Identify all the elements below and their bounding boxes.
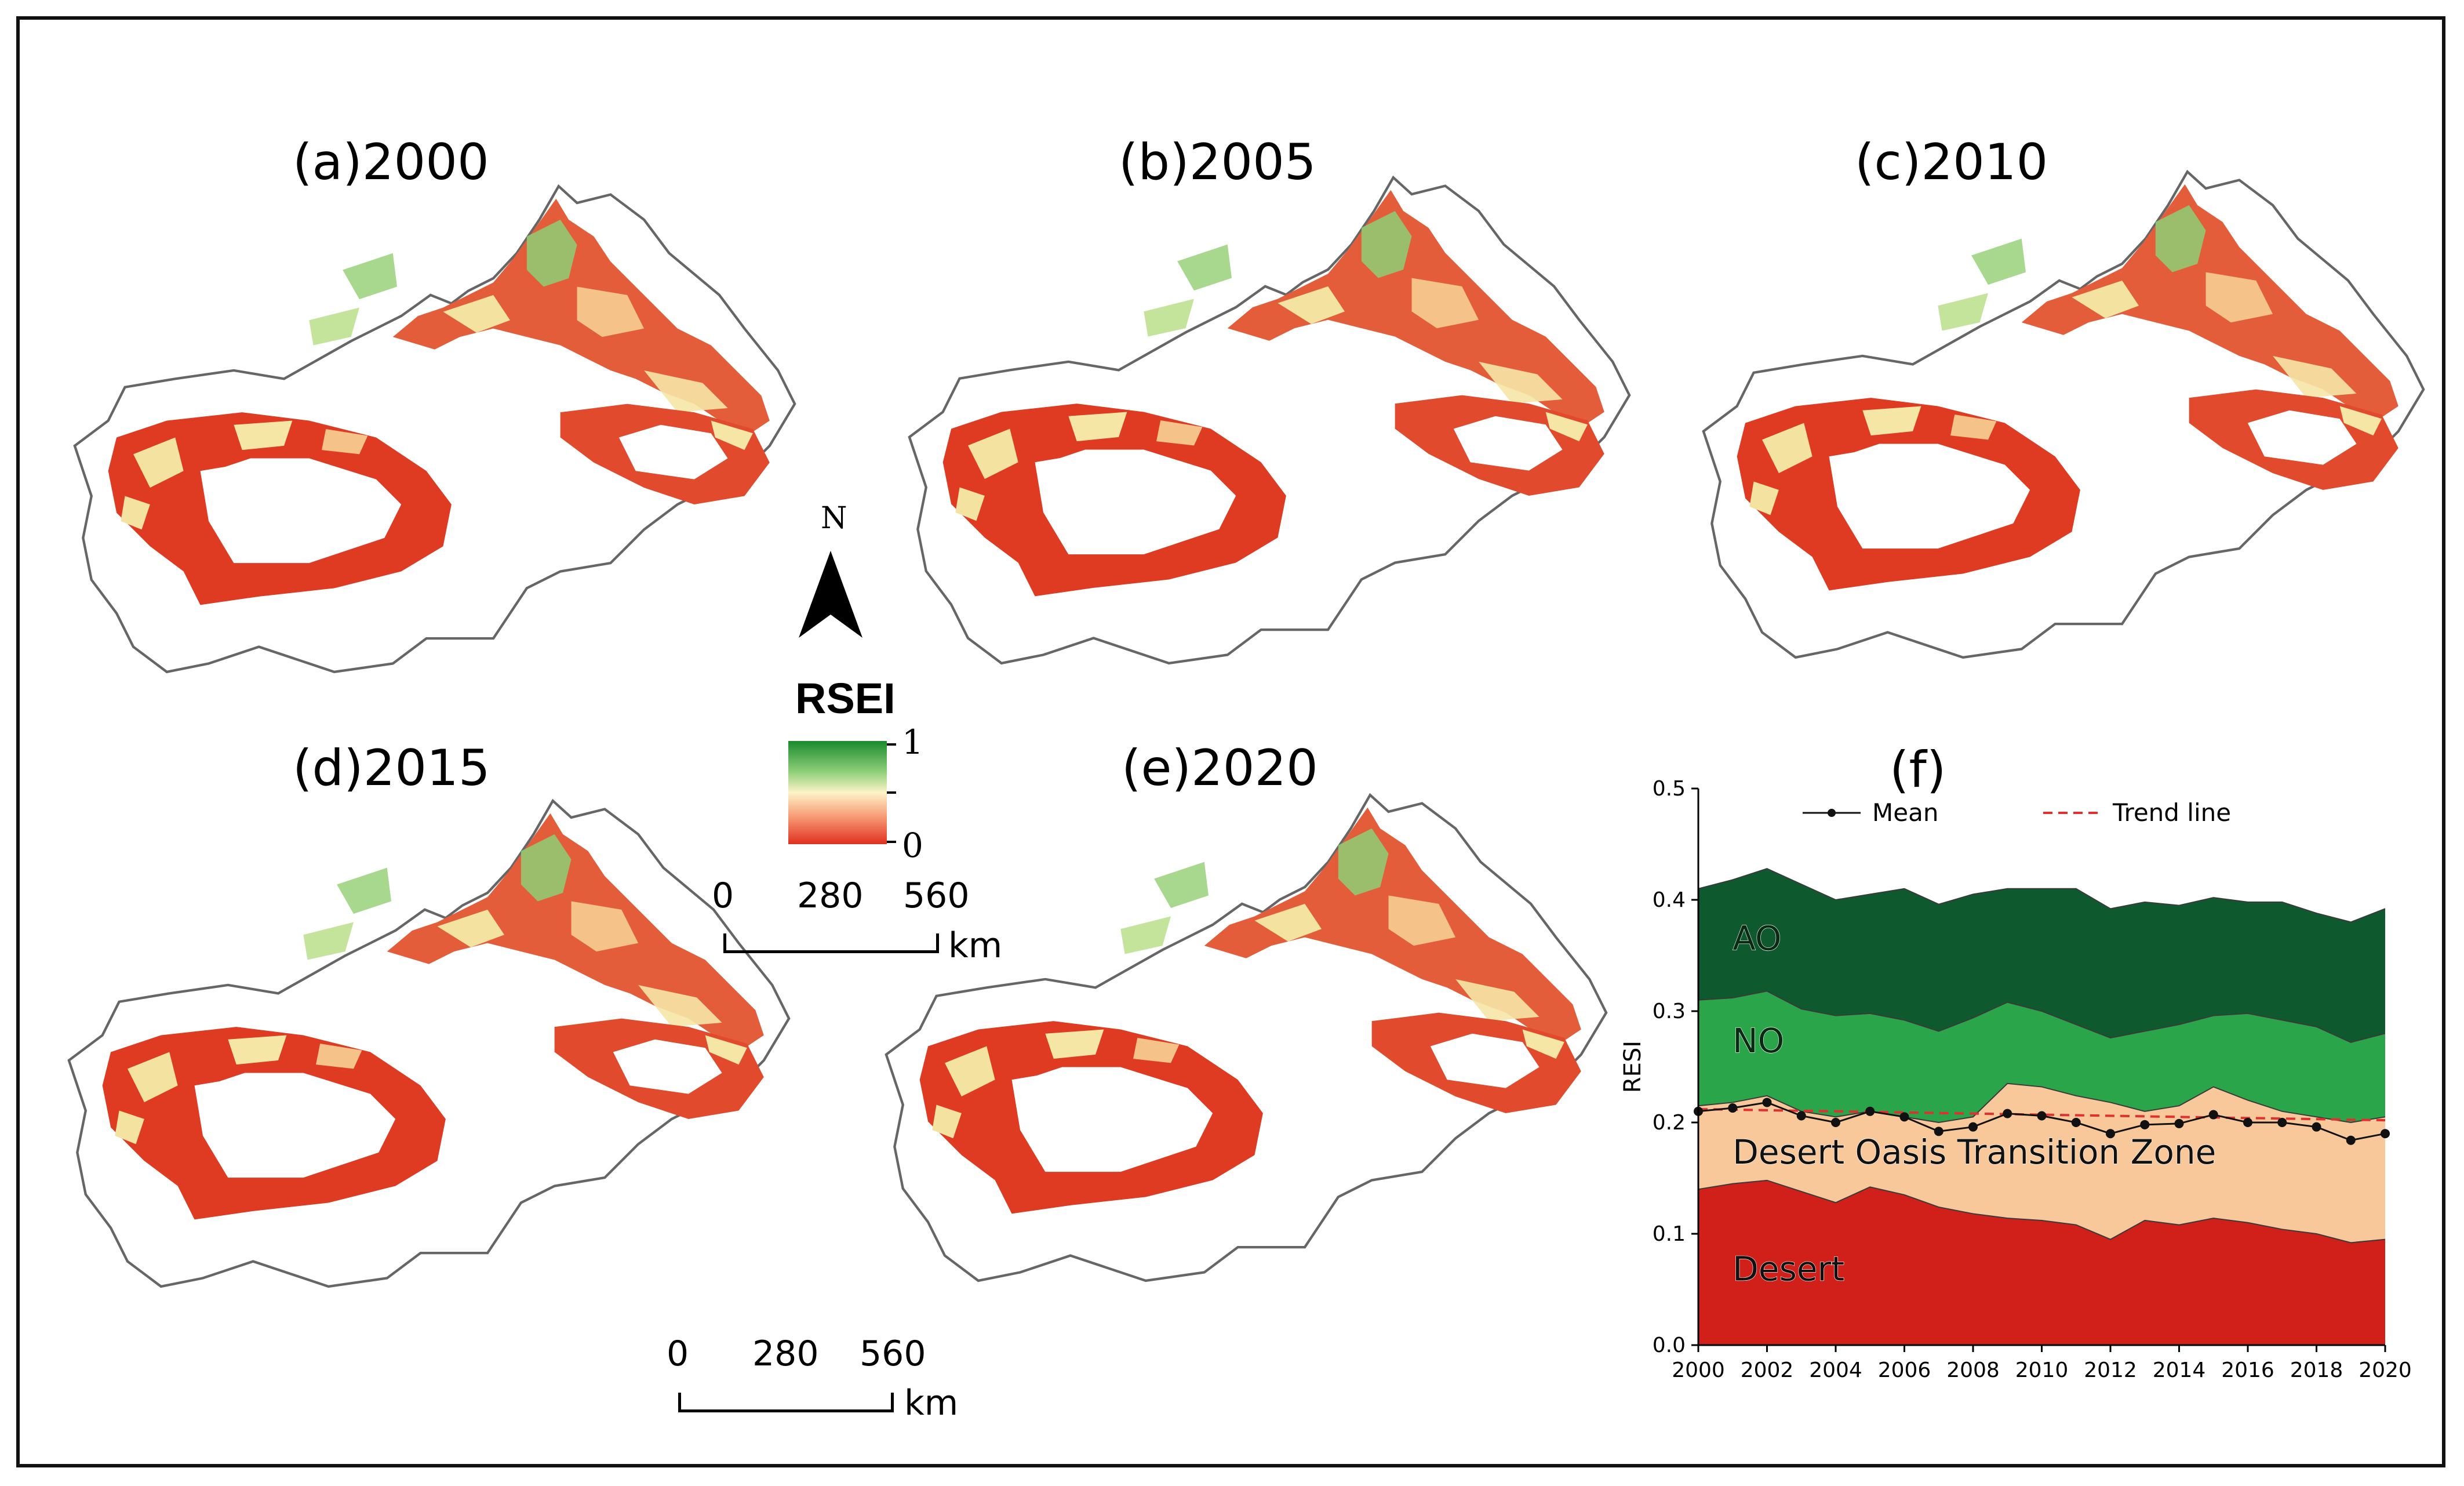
north-arrow-icon [799,551,862,638]
panel-d-title: (d)2015 [293,739,490,797]
legend-colorbar [788,741,887,844]
y-tick-label: 0.4 [1653,888,1686,912]
legend-trend-label: Trend line [2112,798,2231,827]
mean-point [1968,1122,1978,1132]
area-annotation: Desert Oasis Transition Zone [1733,1132,2216,1172]
mean-point [1899,1112,1909,1122]
mean-point [2381,1129,2390,1139]
map-panel-c [1687,125,2440,704]
legend-tick-mark-mid [887,791,896,794]
map-panel-d [52,754,806,1334]
mean-point [1728,1103,1738,1113]
y-tick-label: 0.1 [1653,1222,1686,1246]
y-tick-label: 0.0 [1653,1334,1686,1357]
x-tick-label: 2008 [1946,1358,2000,1382]
north-arrow-label: N [821,501,847,536]
chart-title: (f) [1890,741,1946,799]
area-boundary-desert-oasis-transition-zone [1698,1082,2386,1124]
mean-point [2243,1118,2252,1127]
mean-point [2174,1118,2184,1128]
area-annotation: Desert [1733,1249,1844,1289]
mean-point [2037,1111,2047,1121]
figure-frame [16,16,2445,1467]
x-tick-label: 2020 [2359,1358,2412,1382]
panel-a-title: (a)2000 [293,133,489,191]
legend-max-label: 1 [902,722,923,762]
legend-mean-marker [1828,809,1836,817]
area-desert [1698,1180,2385,1345]
scale-2-tick-560: 560 [860,1334,926,1374]
scale-1-tick-280: 280 [797,875,864,916]
y-tick-label: 0.2 [1653,1111,1686,1135]
area-boundary-ao [1698,868,2386,923]
mean-point [2140,1120,2150,1129]
mean-point [2277,1118,2287,1127]
scale-2-unit: km [904,1383,959,1423]
legend-tick-mark-top [887,743,896,746]
x-tick-label: 2004 [1809,1358,1862,1382]
area-boundary-desert [1698,1179,2386,1244]
map-panel-a [58,139,811,719]
legend-min-label: 0 [902,826,923,865]
x-tick-label: 2014 [2153,1358,2206,1382]
mean-point [2346,1135,2356,1145]
mean-point [2003,1109,2012,1118]
mean-point [1796,1111,1806,1121]
mean-point [2208,1110,2218,1120]
x-tick-label: 2002 [1741,1358,1794,1382]
y-axis-label: RESI [1619,1041,1646,1093]
map-panel-b [893,130,1646,710]
x-tick-label: 2000 [1672,1358,1725,1382]
x-tick-label: 2016 [2221,1358,2274,1382]
mean-point [2071,1118,2081,1127]
mean-point [1831,1118,1840,1127]
area-boundary-no [1698,990,2386,1043]
x-tick-label: 2006 [1878,1358,1931,1382]
x-tick-label: 2018 [2290,1358,2343,1382]
area-annotation: NO [1733,1021,1784,1060]
scale-1-tick-0: 0 [712,875,734,916]
y-tick-label: 0.3 [1653,1000,1686,1023]
scale-2-tick-280: 280 [752,1334,819,1374]
y-tick-label: 0.5 [1653,777,1686,801]
mean-point [2106,1129,2115,1139]
legend-tick-mark-bottom [887,841,896,843]
legend-title: RSEI [795,674,896,722]
map-panel-e [869,748,1623,1328]
area-annotation: AO [1733,918,1781,958]
scale-1-unit: km [948,925,1003,966]
mean-point [1865,1106,1875,1116]
panel-e-title: (e)2020 [1122,739,1318,797]
x-tick-label: 2010 [2015,1358,2069,1382]
panel-c-title: (c)2010 [1855,133,2048,191]
scale-1-tick-560: 560 [903,875,970,916]
scale-2-tick-0: 0 [667,1334,689,1374]
chart-f: 0.0 0.1 0.2 0.3 0.4 0.5 2000 2002 2004 2006 2008 20… [1619,777,2412,1382]
mean-point [1762,1098,1772,1107]
mean-point [2312,1122,2321,1132]
trend-line [1698,1107,2386,1122]
legend-mean-label: Mean [1872,798,1938,827]
mean-point [1934,1127,1943,1136]
scale-1-bar [723,933,939,953]
x-tick-label: 2012 [2084,1358,2137,1382]
scale-2-bar [678,1393,894,1412]
panel-b-title: (b)2005 [1119,133,1316,191]
